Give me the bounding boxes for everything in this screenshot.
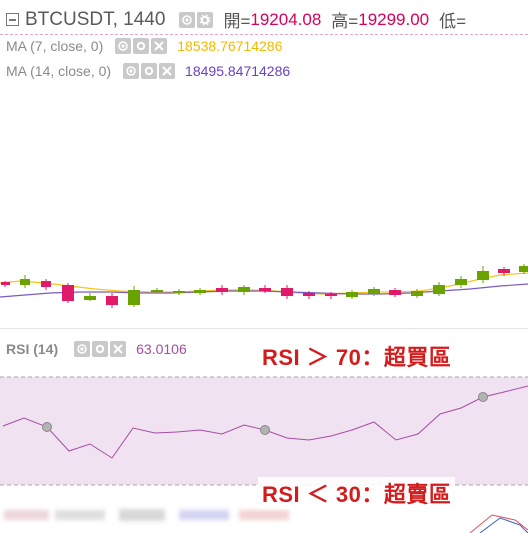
- low-label: 低=: [439, 12, 467, 31]
- ma14-value: 18495.84714286: [185, 63, 291, 79]
- settings-icon[interactable]: [197, 11, 214, 28]
- rsi-marker: [478, 392, 488, 402]
- ma7-close-icon[interactable]: [151, 38, 168, 54]
- rsi-label: RSI (14): [6, 341, 59, 357]
- ma14-settings-icon[interactable]: [141, 63, 158, 79]
- price-header: BTCUSDT, 1440 開= 19204.08 高= 19299.00 低=: [6, 7, 466, 32]
- rsi-legend: RSI (14) 63.0106: [6, 341, 187, 357]
- high-label: 高=: [331, 12, 359, 31]
- ma7-value: 18538.76714286: [177, 38, 283, 54]
- rsi-marker: [260, 425, 270, 435]
- next-indicator-line: [469, 514, 528, 533]
- open-value: 19204.08: [250, 9, 322, 29]
- oversold-callout: RSI ＜ 30：超賣區: [258, 477, 456, 509]
- ma14-legend: MA (14, close, 0) 18495.84714286: [6, 63, 290, 79]
- ma7-legend: MA (7, close, 0) 18538.76714286: [6, 38, 282, 54]
- rsi-chart[interactable]: [0, 330, 528, 533]
- high-value: 19299.00: [358, 9, 430, 29]
- ma14-visibility-icon[interactable]: [123, 63, 140, 79]
- next-indicator-line: [479, 517, 528, 533]
- ma7-label: MA (7, close, 0): [6, 38, 104, 54]
- visibility-icon[interactable]: [179, 11, 196, 28]
- next-indicator-legend: [4, 509, 289, 521]
- overbought-callout: RSI ＞ 70：超買區: [258, 340, 456, 372]
- rsi-settings-icon[interactable]: [92, 341, 109, 357]
- ma14-label: MA (14, close, 0): [6, 63, 112, 79]
- open-label: 開=: [223, 12, 251, 31]
- ma7-settings-icon[interactable]: [133, 38, 150, 54]
- rsi-visibility-icon[interactable]: [74, 341, 91, 357]
- rsi-close-icon[interactable]: [110, 341, 127, 357]
- symbol-label: BTCUSDT, 1440: [25, 8, 166, 30]
- rsi-marker: [42, 422, 52, 432]
- rsi-value: 63.0106: [136, 341, 187, 357]
- pane-divider[interactable]: [0, 328, 528, 329]
- collapse-icon[interactable]: [6, 13, 19, 26]
- price-chart[interactable]: [0, 0, 528, 330]
- ma14-close-icon[interactable]: [159, 63, 176, 79]
- candles: [1, 264, 528, 308]
- ma7-visibility-icon[interactable]: [115, 38, 132, 54]
- header-divider: [0, 34, 528, 35]
